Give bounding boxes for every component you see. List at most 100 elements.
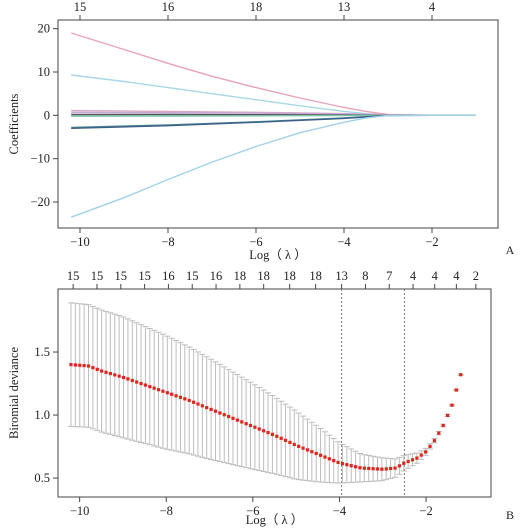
- deviance-point: [235, 418, 239, 422]
- coefficient-path-1: [70, 32, 476, 117]
- coefficient-path-panel: −10 −8 −6 −4 −2 20 10 0 −10 −20 15 16 18 13 4 Log（ λ ） C…: [7, 0, 515, 262]
- deviance-point: [113, 373, 117, 377]
- y-tick-label: 10: [38, 65, 51, 79]
- top-tick-label: 15: [91, 269, 104, 283]
- deviance-point: [191, 400, 196, 404]
- deviance-point: [183, 397, 187, 401]
- deviance-point: [349, 464, 353, 468]
- deviance-point: [126, 377, 130, 381]
- deviance-point: [174, 394, 178, 398]
- deviance-point: [95, 367, 99, 371]
- deviance-point: [240, 420, 244, 424]
- x-tick-label: −8: [160, 504, 173, 518]
- top-tick-label: 4: [429, 0, 436, 14]
- deviance-point: [135, 380, 139, 384]
- deviance-point: [108, 371, 112, 376]
- deviance-point: [117, 374, 121, 378]
- deviance-point: [354, 465, 358, 469]
- deviance-point: [314, 451, 318, 456]
- deviance-point: [437, 431, 441, 435]
- deviance-point: [318, 453, 323, 457]
- deviance-point: [327, 457, 331, 461]
- cross-validation-panel: −10 −8 −6 −4 −2 0.5 1.0 1.5 15 15 15 15 16 15 16 18 18 18…: [7, 269, 514, 527]
- deviance-point: [222, 413, 226, 417]
- top-tick-label: 18: [250, 0, 263, 14]
- deviance-point: [200, 404, 204, 408]
- top-tick-label: 15: [138, 269, 151, 283]
- top-tick-label: 15: [74, 0, 87, 14]
- deviance-point: [428, 444, 432, 448]
- deviance-point: [424, 450, 428, 454]
- x-axis-label: Log（ λ ）: [246, 513, 303, 527]
- deviance-point: [257, 427, 261, 431]
- panel-label: A: [506, 243, 515, 257]
- deviance-point: [130, 378, 134, 383]
- top-tick-label: 18: [283, 269, 296, 283]
- deviance-point: [279, 436, 283, 440]
- deviance-point: [450, 403, 454, 407]
- top-tick-label: 16: [162, 0, 175, 14]
- deviance-point: [100, 369, 104, 373]
- deviance-point: [380, 467, 384, 471]
- top-tick-label: 18: [257, 269, 270, 283]
- deviance-point: [121, 375, 126, 380]
- top-tick-label: 2: [473, 269, 479, 283]
- deviance-point: [152, 386, 156, 390]
- deviance-point: [397, 464, 401, 468]
- deviance-point: [419, 453, 423, 457]
- deviance-point: [345, 463, 349, 467]
- y-axis-label: Coefficients: [7, 93, 21, 154]
- deviance-point: [187, 398, 191, 403]
- deviance-point: [78, 363, 82, 367]
- top-tick-label: 15: [186, 269, 199, 283]
- deviance-point: [244, 422, 248, 426]
- deviance-point: [297, 444, 301, 448]
- deviance-point: [69, 363, 73, 367]
- deviance-point: [165, 391, 169, 395]
- deviance-point: [266, 430, 270, 435]
- deviance-point: [82, 363, 86, 368]
- deviance-point: [305, 448, 310, 452]
- deviance-point: [454, 388, 458, 392]
- panel-label: B: [506, 508, 514, 522]
- deviance-point: [389, 466, 393, 471]
- x-tick-label: −4: [337, 235, 351, 249]
- deviance-point: [371, 467, 375, 471]
- x-tick-label: −10: [70, 504, 90, 518]
- top-tick-label: 8: [362, 269, 368, 283]
- deviance-point: [270, 432, 275, 436]
- deviance-point: [332, 459, 336, 463]
- deviance-point: [205, 406, 209, 410]
- top-tick-label: 4: [410, 269, 417, 283]
- x-tick-label: −6: [249, 235, 262, 249]
- coefficient-path-2: [71, 74, 476, 117]
- deviance-point: [104, 370, 108, 374]
- deviance-point: [432, 439, 437, 443]
- deviance-point: [178, 395, 183, 399]
- x-tick-label: −2: [419, 504, 432, 518]
- deviance-point: [375, 467, 380, 471]
- x-axis-label: Log（ λ ）: [249, 248, 306, 262]
- deviance-point: [410, 458, 415, 462]
- deviance-point: [73, 363, 77, 367]
- coefficient-path-9: [70, 114, 476, 218]
- coefficient-path-8: [71, 114, 476, 129]
- y-tick-label: −10: [30, 152, 50, 166]
- deviance-point: [323, 455, 327, 459]
- deviance-point: [248, 423, 253, 428]
- y-tick-label: 0.5: [34, 471, 50, 485]
- x-tick-label: −10: [70, 235, 90, 249]
- x-tick-label: −2: [425, 235, 438, 249]
- top-tick-label: 4: [432, 269, 439, 283]
- deviance-point: [384, 467, 388, 471]
- deviance-point: [196, 402, 200, 406]
- deviance-point: [213, 409, 218, 413]
- deviance-point: [402, 461, 406, 465]
- deviance-point: [406, 459, 410, 464]
- deviance-point: [209, 407, 213, 411]
- deviance-point: [139, 381, 143, 386]
- deviance-point: [292, 442, 296, 447]
- plot-frame: [57, 288, 492, 498]
- deviance-point: [441, 423, 445, 428]
